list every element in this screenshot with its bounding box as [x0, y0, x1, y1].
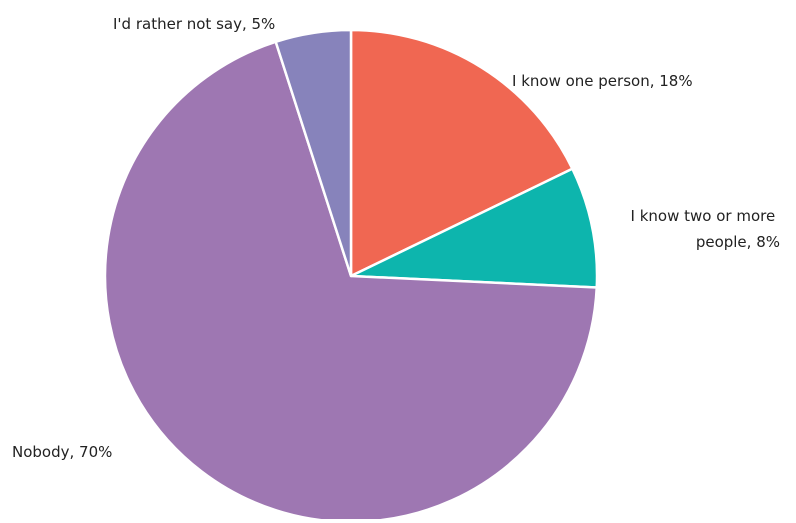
slice-label-line-2: people, 8% — [696, 233, 780, 251]
slice-label-rather-not-say: I'd rather not say, 5% — [113, 15, 275, 33]
slice-label-nobody: Nobody, 70% — [12, 443, 112, 461]
pie-slice-i-know-one-person — [349, 28, 574, 278]
labels-layer: I know one person, 18% I know two or mor… — [12, 15, 780, 461]
slice-label-line-1: I know two or more — [631, 207, 776, 225]
slices-layer — [103, 28, 599, 523]
pie-slice-nobody — [103, 40, 598, 523]
slice-label-i-know-two-or-more-people: I know two or more people, 8% — [631, 207, 780, 251]
slice-label-i-know-one-person: I know one person, 18% — [512, 72, 693, 90]
pie-slice-i-know-two-or-more-people — [349, 167, 599, 289]
pie-slice-i-d-rather-not-say — [274, 28, 353, 278]
